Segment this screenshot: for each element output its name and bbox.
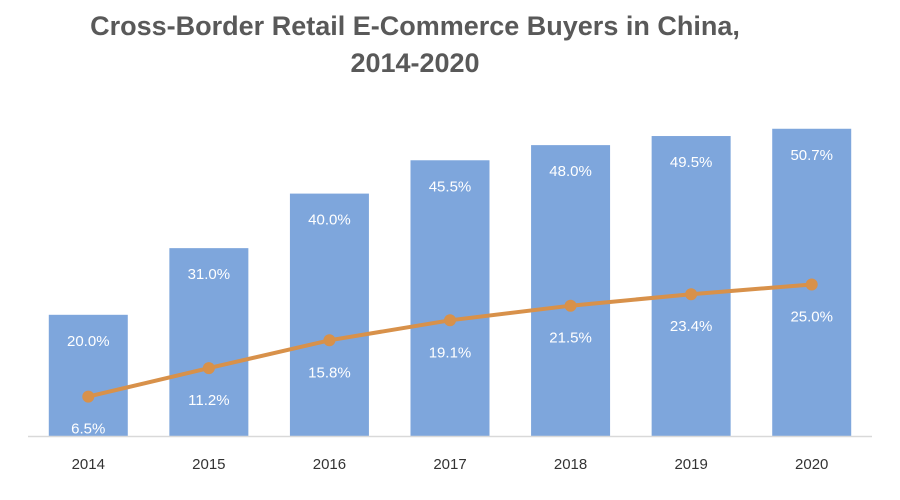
x-tick-label-2016: 2016 <box>313 456 346 473</box>
bar-2018 <box>531 145 611 436</box>
bar-2016 <box>289 193 369 436</box>
line-value-label-2019: 23.4% <box>670 318 713 335</box>
chart-title: Cross-Border Retail E-Commerce Buyers in… <box>0 8 830 82</box>
line-value-label-2020: 25.0% <box>790 309 833 326</box>
bar-value-label-2017: 45.5% <box>429 178 472 195</box>
line-point-2016 <box>323 334 336 347</box>
line-value-label-2016: 15.8% <box>308 364 351 381</box>
line-value-label-2014: 6.5% <box>71 421 105 438</box>
line-value-label-2018: 21.5% <box>549 330 592 347</box>
line-value-label-2017: 19.1% <box>429 344 472 361</box>
line-point-2019 <box>685 288 698 301</box>
line-point-2018 <box>564 299 577 312</box>
bar-value-label-2015: 31.0% <box>188 266 231 283</box>
x-tick-label-2017: 2017 <box>433 456 466 473</box>
x-tick-label-2020: 2020 <box>795 456 828 473</box>
x-tick-label-2018: 2018 <box>554 456 587 473</box>
x-tick-label-2014: 2014 <box>72 456 105 473</box>
bar-value-label-2020: 50.7% <box>790 147 833 164</box>
bar-value-label-2016: 40.0% <box>308 212 351 229</box>
line-point-2017 <box>444 314 456 327</box>
bar-2014 <box>48 314 128 436</box>
line-point-2015 <box>202 362 215 375</box>
line-point-2014 <box>82 390 95 403</box>
x-tick-label-2015: 2015 <box>192 456 225 473</box>
line-point-2020 <box>805 278 818 291</box>
bar-2017 <box>410 160 490 436</box>
line-value-label-2015: 11.2% <box>188 392 229 409</box>
x-tick-label-2019: 2019 <box>674 456 707 473</box>
bar-value-label-2014: 20.0% <box>67 333 110 350</box>
chart-title-line-1: Cross-Border Retail E-Commerce Buyers in… <box>90 11 740 41</box>
bar-value-label-2018: 48.0% <box>549 163 592 180</box>
bar-value-label-2019: 49.5% <box>670 154 713 171</box>
bar-2019 <box>651 136 731 436</box>
bar-2015 <box>169 248 249 436</box>
chart-title-line-2: 2014-2020 <box>350 48 480 78</box>
